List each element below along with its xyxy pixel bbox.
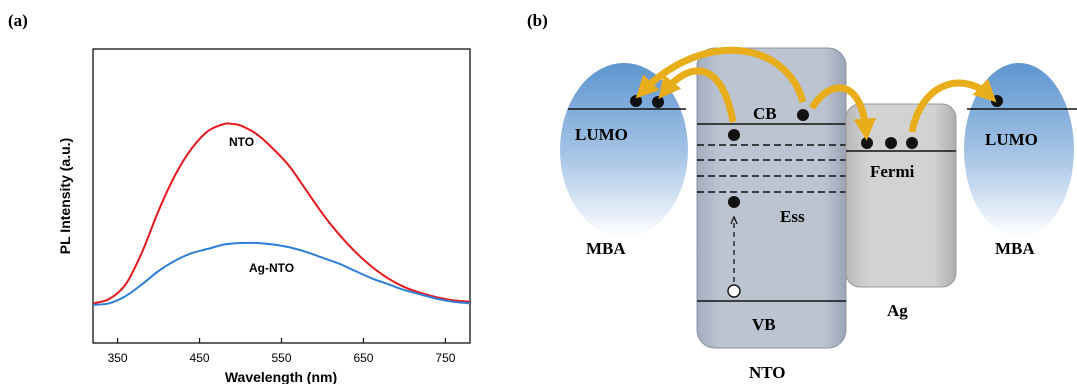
x-tick-label: 450 [190, 351, 210, 365]
vb-hole [727, 284, 741, 298]
ag-label: Ag [887, 301, 908, 320]
ess-label: Ess [780, 207, 805, 226]
x-axis-label: Wavelength (nm) [225, 369, 337, 384]
cb-electron [797, 109, 809, 121]
panel-b-label: (b) [527, 11, 548, 30]
y-axis-label: PL Intensity (a.u.) [57, 138, 73, 254]
panel-a: (a) 350 450 550 650 750 NTO Ag-NTO Wavelengt… [8, 11, 471, 384]
excited-electron [728, 196, 740, 208]
charge-transfer-arrow [635, 46, 807, 104]
right-lumo-label: LUMO [985, 130, 1038, 149]
ag-nanoparticle [845, 103, 957, 288]
cb-electron [728, 129, 740, 141]
x-tick-label: 650 [353, 351, 373, 365]
charge-transfer-arrow [908, 78, 997, 133]
vb-label: VB [752, 315, 776, 334]
fermi-label: Fermi [870, 162, 915, 181]
x-tick-label: 750 [435, 351, 455, 365]
left-lumo-electron [630, 95, 642, 107]
left-mba-label: MBA [586, 239, 626, 258]
right-lumo-electron [991, 95, 1003, 107]
charge-transfer-arrow [658, 67, 737, 123]
x-tick-label: 550 [271, 351, 291, 365]
right-mba-label: MBA [995, 239, 1035, 258]
left-lumo-label: LUMO [575, 125, 628, 144]
left-lumo-electron [652, 96, 664, 108]
plot-area [92, 122, 471, 306]
series-line-nto [92, 122, 471, 305]
series-line-ag-nto [92, 241, 471, 306]
plot-frame [92, 48, 471, 344]
fermi-electron [861, 137, 873, 149]
cb-label: CB [753, 104, 777, 123]
panel-b-band-diagram: (b) LUMO MBA LUMO MBA CB Ess VB NTO [527, 11, 1077, 382]
panel-a-label: (a) [8, 11, 28, 30]
charge-transfer-arrow [809, 84, 877, 141]
x-axis: 350 450 550 650 750 [108, 338, 456, 365]
fermi-electron [906, 137, 918, 149]
nto-label: NTO [749, 363, 786, 382]
right-mba-molecule [964, 63, 1074, 237]
series-label-ag-nto: Ag-NTO [249, 261, 294, 275]
x-tick-label: 350 [108, 351, 128, 365]
fermi-electron [885, 137, 897, 149]
series-label-nto: NTO [229, 135, 254, 149]
